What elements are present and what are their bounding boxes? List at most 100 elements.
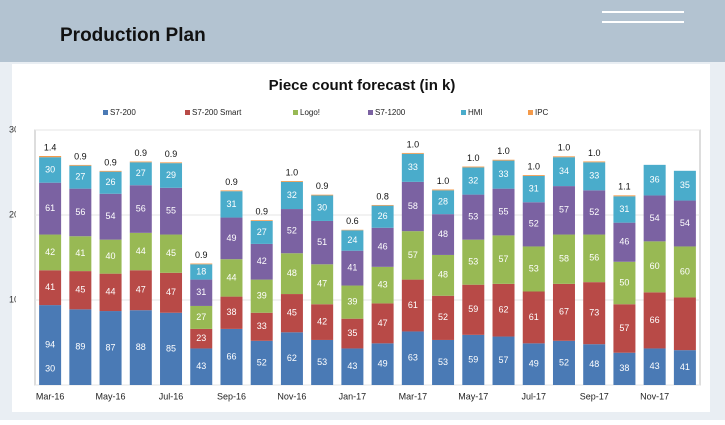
bar-segment	[401, 331, 424, 385]
bar-segment	[522, 343, 545, 385]
bar-segment	[99, 311, 122, 385]
bar-segment	[552, 234, 575, 284]
data-label: 26	[106, 177, 116, 187]
legend-swatch	[103, 110, 108, 115]
data-label: 44	[136, 246, 146, 256]
bar-segment	[462, 239, 485, 285]
total-label: 1.0	[407, 139, 420, 149]
bar-segment	[613, 261, 636, 305]
bar-segment	[160, 272, 183, 313]
legend-label: HMI	[468, 108, 483, 117]
data-label: 73	[589, 308, 599, 318]
data-label: 43	[347, 361, 357, 371]
legend-swatch	[528, 110, 533, 115]
total-label: 1.0	[437, 176, 450, 186]
total-label: 0.9	[165, 149, 178, 159]
data-label: 42	[45, 247, 55, 257]
data-label: 35	[680, 180, 690, 190]
data-label: 45	[287, 308, 297, 318]
data-label: 94	[45, 339, 55, 349]
bar-segment	[613, 195, 636, 197]
bar-segment	[311, 304, 334, 340]
x-tick-label: Mar-17	[399, 391, 428, 401]
bar-segment	[371, 303, 394, 344]
data-label: 59	[468, 304, 478, 314]
data-label: 51	[317, 237, 327, 247]
data-label: 43	[650, 361, 660, 371]
bar-segment	[190, 279, 213, 306]
bar-segment	[190, 305, 213, 329]
data-label: 41	[680, 362, 690, 372]
bar-segment	[39, 305, 62, 385]
bar-segment	[522, 291, 545, 344]
bar-segment	[401, 279, 424, 332]
bar-segment	[160, 187, 183, 235]
total-label: 0.9	[74, 151, 87, 161]
total-label: 1.0	[588, 148, 601, 158]
bar-segment	[401, 231, 424, 280]
bar-segment	[673, 246, 696, 298]
bar-segment	[311, 264, 334, 305]
bar-segment	[432, 339, 455, 385]
x-tick-label: Sep-16	[217, 391, 246, 401]
bar-segment	[462, 167, 485, 195]
data-label: 24	[347, 235, 357, 245]
data-label: 48	[589, 359, 599, 369]
bar-segment	[160, 163, 183, 188]
data-label: 87	[106, 342, 116, 352]
data-label: 32	[468, 175, 478, 185]
data-label: 58	[559, 254, 569, 264]
bar-segment	[552, 283, 575, 341]
bar-segment	[552, 186, 575, 235]
total-label: 1.0	[286, 167, 299, 177]
data-label: 31	[529, 183, 539, 193]
total-label: 1.1	[618, 182, 631, 192]
bar-segment	[129, 270, 152, 311]
bar-segment	[190, 348, 213, 385]
legend-label: S7-1200	[375, 108, 406, 117]
bar-segment	[432, 254, 455, 296]
data-label: 47	[317, 279, 327, 289]
data-label: 35	[347, 328, 357, 338]
bar-segment	[190, 264, 213, 280]
data-label: 53	[468, 212, 478, 222]
data-label: 47	[136, 285, 146, 295]
bar-segment	[250, 220, 273, 244]
bar-segment	[280, 294, 303, 333]
total-label: 0.9	[225, 177, 238, 187]
header-title: Production Plan	[60, 25, 206, 46]
total-label: 1.0	[497, 146, 510, 156]
bar-segment	[220, 190, 243, 192]
bar-segment	[643, 164, 666, 196]
data-label: 47	[378, 318, 388, 328]
data-label: 48	[438, 229, 448, 239]
data-label: 30	[45, 164, 55, 174]
data-label: 52	[559, 357, 569, 367]
data-label: 30	[317, 203, 327, 213]
data-label: 61	[408, 300, 418, 310]
bar-segment	[643, 292, 666, 349]
bar-segment	[583, 162, 606, 191]
x-tick-label: Jul-16	[159, 391, 184, 401]
data-label: 62	[287, 353, 297, 363]
data-label: 27	[75, 172, 85, 182]
chart-title: Piece count forecast (in k)	[269, 77, 456, 94]
data-label: 31	[619, 204, 629, 214]
x-tick-label: May-17	[458, 391, 488, 401]
data-label: 34	[559, 166, 569, 176]
bar-segment	[492, 235, 515, 284]
data-label: 57	[559, 205, 569, 215]
data-label: 33	[589, 171, 599, 181]
data-label: 57	[499, 254, 509, 264]
bar-segment	[220, 217, 243, 260]
bar-segment	[613, 304, 636, 353]
total-label: 0.8	[376, 191, 389, 201]
bar-segment	[432, 189, 455, 191]
bar-segment	[280, 181, 303, 182]
x-tick-label: Sep-17	[580, 391, 609, 401]
bar-segment	[341, 318, 364, 349]
data-label: 41	[45, 282, 55, 292]
bar-segment	[432, 295, 455, 340]
bar-segment	[462, 284, 485, 335]
